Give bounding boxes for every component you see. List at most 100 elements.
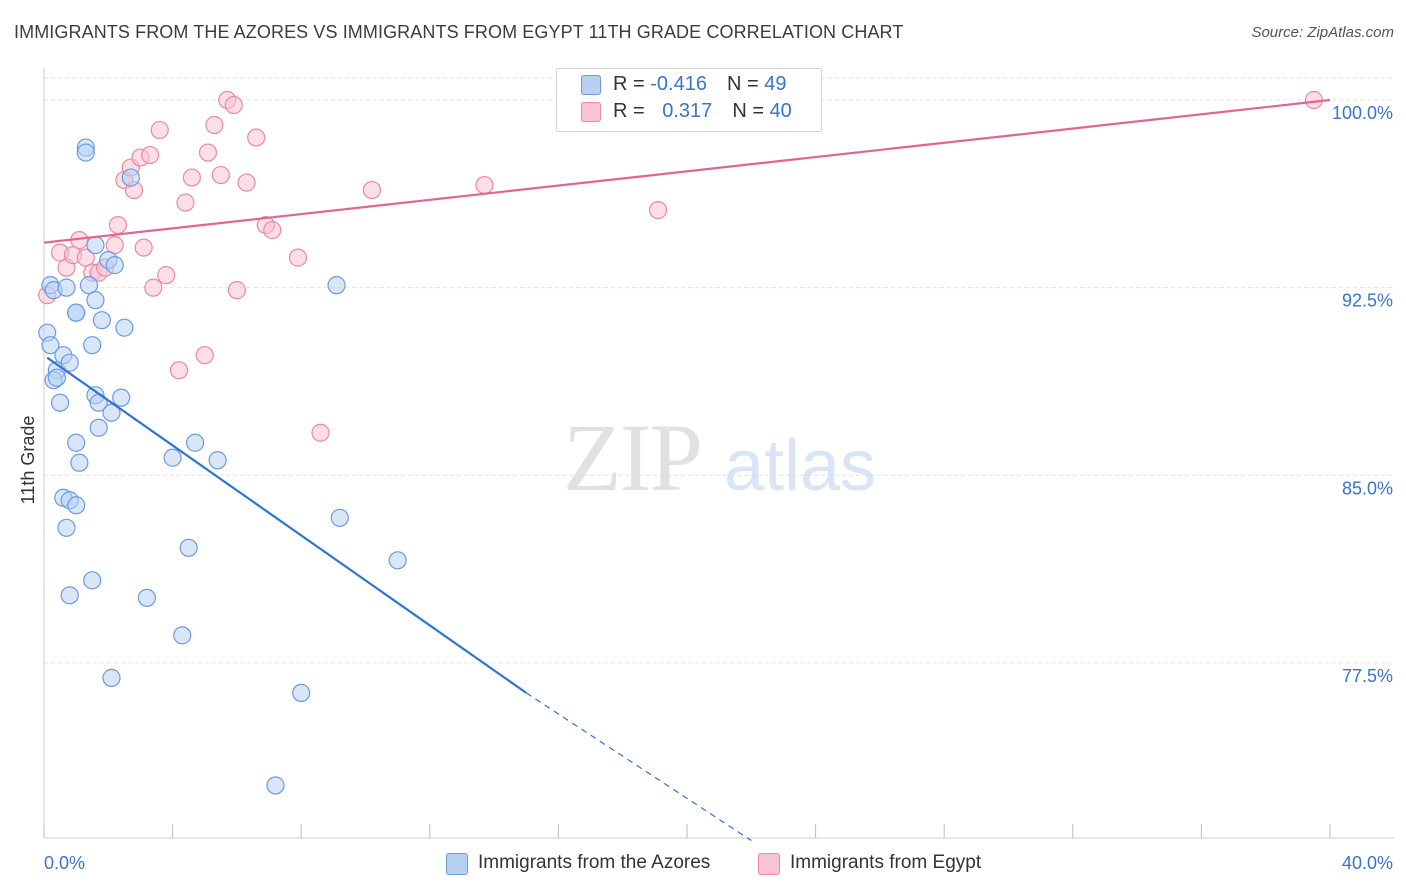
azores-point [47, 368, 66, 387]
azores-point [186, 433, 205, 452]
egypt-point [134, 238, 153, 257]
azores-trend-line [46, 356, 527, 694]
azores-point [57, 518, 76, 537]
azores-point [208, 451, 227, 470]
azores-point [266, 776, 285, 795]
egypt-point [311, 423, 330, 442]
azores-point [115, 318, 134, 337]
bottom-legend-swatch-azores [446, 853, 468, 875]
azores-point [137, 588, 156, 607]
azores-point [83, 336, 102, 355]
legend-n-value: 49 [764, 73, 787, 95]
axis-layer: 100.0% 92.5% 85.0% 77.5% 0.0% 40.0% [43, 68, 1394, 873]
egypt-point [227, 281, 246, 300]
egypt-point [140, 145, 160, 165]
egypt-point [76, 248, 95, 267]
trend-lines [43, 98, 1331, 842]
y-tick-label: 85.0% [1342, 478, 1393, 498]
azores-point [163, 448, 182, 467]
azores-point [79, 276, 99, 295]
azores-point [292, 683, 311, 703]
azores-point [41, 336, 60, 355]
azores-point [102, 668, 121, 687]
azores-point [70, 453, 89, 472]
egypt-point [263, 221, 282, 240]
azores-point [89, 418, 108, 437]
azores-point [102, 403, 121, 422]
azores-point [112, 388, 131, 407]
egypt-point [150, 120, 169, 140]
legend-r-value: 0.317 [662, 100, 713, 122]
azores-point [105, 256, 124, 275]
azores-point [83, 571, 102, 590]
egypt-point [198, 143, 218, 162]
legend-swatch-egypt [581, 102, 601, 122]
egypt-point [211, 165, 230, 185]
azores-point [86, 236, 105, 255]
legend-n-value: 40 [769, 100, 792, 122]
azores-point [67, 496, 86, 515]
azores-series [38, 138, 407, 795]
azores-point [67, 433, 86, 452]
watermark-atlas: atlas [724, 426, 876, 506]
bottom-legend-label-azores: Immigrants from the Azores [478, 852, 711, 873]
legend-r-value: -0.416 [650, 73, 707, 95]
azores-point [86, 291, 105, 310]
egypt-point [648, 200, 668, 220]
watermark: ZIP atlas [563, 404, 876, 511]
egypt-point [157, 266, 176, 285]
azores-point [388, 551, 407, 570]
y-tick-label: 100.0% [1332, 103, 1393, 123]
egypt-point [237, 173, 256, 192]
azores-point [179, 538, 198, 557]
egypt-point [205, 115, 224, 135]
legend-n-label: N = [732, 100, 770, 122]
azores-point [92, 311, 111, 330]
chart-title: IMMIGRANTS FROM THE AZORES VS IMMIGRANTS… [14, 22, 904, 42]
egypt-point [176, 193, 195, 212]
azores-point [327, 276, 346, 295]
bottom-legend-swatch-egypt [758, 853, 780, 875]
azores-point [50, 393, 70, 412]
egypt-point [288, 248, 308, 267]
source-label: Source: ZipAtlas.com [1251, 24, 1394, 41]
y-axis-label: 11th Grade [18, 416, 38, 505]
legend-r-label: R = [613, 73, 651, 95]
egypt-point [475, 175, 494, 195]
egypt-point [247, 128, 266, 147]
egypt-point [362, 180, 382, 200]
x-tick-label: 0.0% [44, 853, 85, 873]
legend-swatch-azores [581, 75, 601, 95]
egypt-point [224, 95, 243, 115]
egypt-point [1304, 90, 1324, 110]
legend-text-azores: R = -0.416 N = 49 [613, 73, 786, 96]
egypt-point [108, 216, 128, 235]
y-tick-label: 77.5% [1342, 666, 1393, 686]
grid-layer [44, 77, 1394, 664]
bottom-legend-label-egypt: Immigrants from Egypt [790, 852, 982, 873]
watermark-zip: ZIP [563, 404, 701, 511]
azores-point [330, 508, 349, 527]
azores-trend-extension [525, 692, 752, 842]
egypt-point [195, 346, 214, 365]
legend-r-label: R = [613, 100, 651, 122]
egypt-point [169, 361, 189, 380]
egypt-trend-line [43, 98, 1331, 244]
egypt-point [182, 168, 201, 187]
egypt-series [38, 90, 1324, 442]
azores-point [67, 303, 86, 322]
legend-text-egypt: R = 0.317 N = 40 [613, 100, 792, 123]
egypt-point [144, 278, 163, 297]
azores-point [173, 626, 192, 645]
azores-point [57, 278, 76, 297]
azores-point [76, 143, 95, 162]
y-tick-label: 92.5% [1342, 291, 1393, 311]
azores-point [60, 586, 79, 605]
egypt-point [105, 236, 124, 255]
legend-n-label: N = [726, 73, 765, 95]
azores-point [121, 168, 140, 187]
stats-legend: R = -0.416 N = 49 R = 0.317 N = 40 [556, 68, 822, 132]
azores-point [60, 353, 79, 372]
x-tick-label: 40.0% [1342, 853, 1393, 873]
